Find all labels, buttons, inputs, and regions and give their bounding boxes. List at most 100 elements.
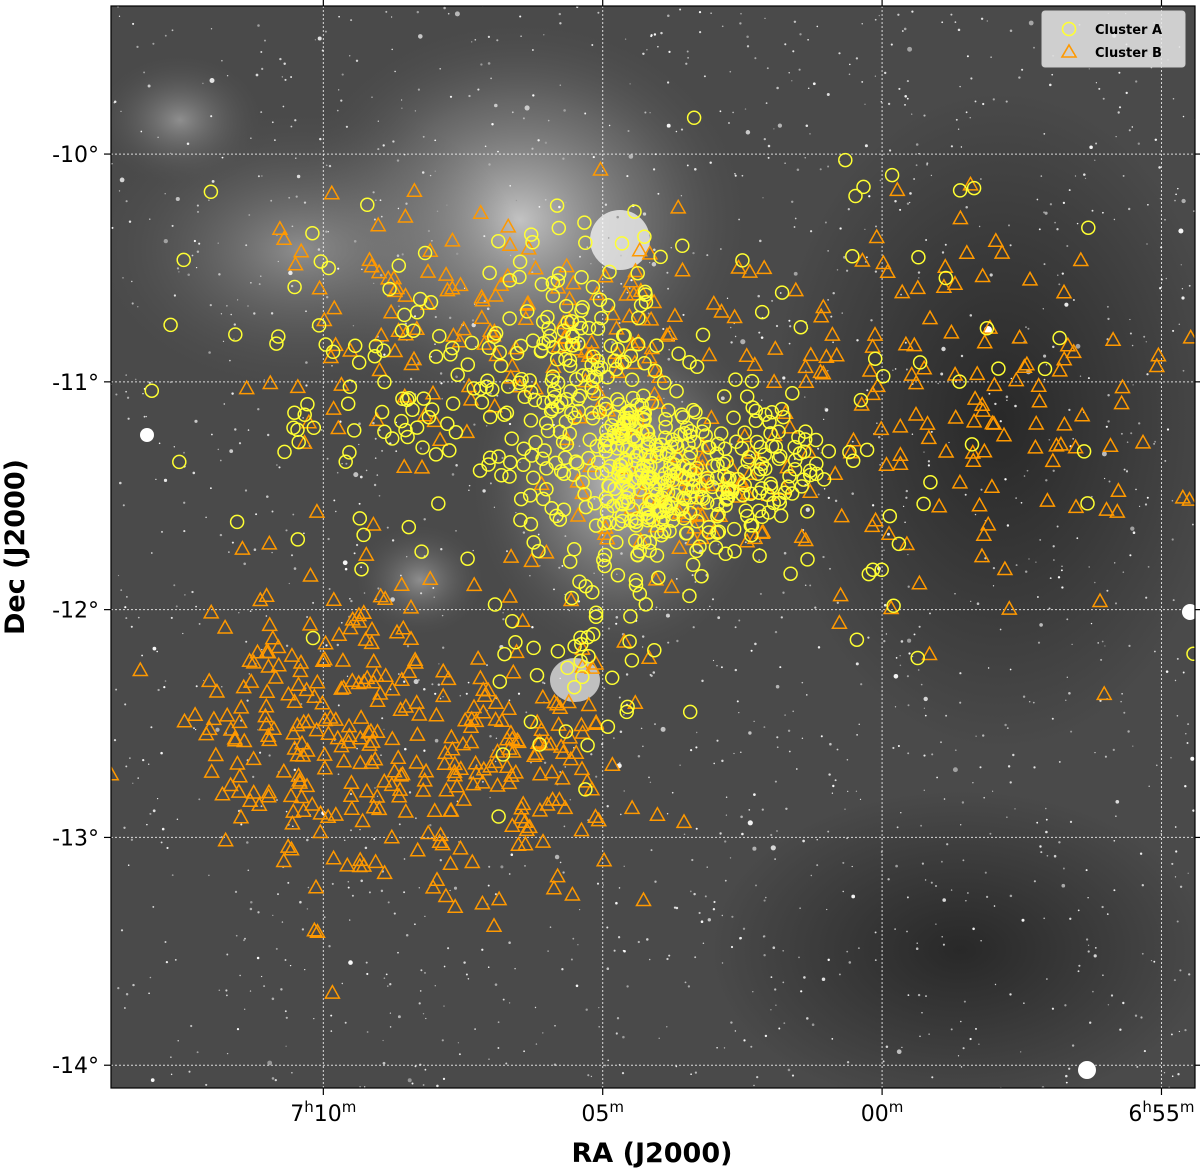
star [644, 111, 647, 114]
star [598, 1025, 601, 1028]
star [508, 941, 511, 944]
star [1122, 174, 1125, 177]
cluster-a-point [762, 414, 777, 430]
star [618, 887, 621, 889]
star [123, 826, 126, 829]
star [436, 210, 439, 212]
cluster-a-point [630, 265, 645, 281]
cluster-a-point [532, 737, 547, 752]
cluster-a-point [774, 401, 790, 417]
star [1175, 193, 1177, 196]
star [440, 382, 443, 385]
star [695, 731, 698, 734]
star [533, 258, 535, 260]
star [1070, 730, 1073, 733]
cluster-a-point [653, 249, 668, 265]
star [738, 218, 740, 221]
star [519, 461, 521, 464]
star [554, 854, 560, 860]
star [928, 1033, 930, 1035]
cluster-a-point [710, 508, 725, 524]
cluster-b-point [440, 670, 457, 686]
star [1032, 701, 1035, 704]
star [923, 114, 926, 117]
star [646, 49, 648, 51]
star [115, 393, 118, 396]
star [812, 82, 816, 86]
star [629, 83, 631, 85]
star [901, 30, 904, 32]
star [999, 628, 1002, 631]
cluster-b-point [293, 734, 311, 750]
star [500, 865, 504, 869]
star [721, 25, 724, 28]
cluster-a-point [412, 291, 428, 307]
cluster-a-point [776, 409, 791, 425]
star [1021, 918, 1025, 922]
star [764, 17, 766, 19]
star [592, 156, 595, 159]
cluster-b-point [302, 566, 319, 582]
cluster-b-point [517, 835, 534, 851]
star [209, 303, 212, 307]
cluster-b-point [312, 804, 329, 820]
cluster-b-point [812, 307, 830, 323]
star [904, 521, 906, 524]
star [736, 700, 739, 703]
star [648, 958, 651, 961]
cluster-b-point [966, 390, 984, 405]
star [432, 587, 435, 589]
star [1051, 717, 1054, 720]
star [559, 677, 561, 680]
star [734, 335, 737, 338]
star [486, 307, 490, 311]
star [670, 247, 672, 249]
star [783, 551, 787, 555]
star [163, 238, 168, 244]
star [999, 420, 1002, 423]
star [1112, 748, 1115, 752]
star [884, 71, 887, 75]
star [1114, 602, 1118, 605]
star [240, 823, 243, 826]
cluster-a-point [529, 668, 545, 683]
star [1110, 994, 1114, 997]
star [1164, 218, 1166, 221]
star [785, 807, 788, 811]
cluster-b-point [889, 181, 906, 197]
star [1075, 343, 1081, 349]
star [900, 812, 902, 814]
cluster-a-point [499, 405, 515, 421]
cluster-a-point [748, 403, 764, 419]
star [373, 483, 377, 487]
star [424, 915, 426, 918]
star [442, 696, 444, 698]
cluster-a-point [679, 525, 695, 541]
cluster-b-point [500, 774, 518, 790]
star [787, 1068, 791, 1072]
cluster-b-point [781, 418, 799, 434]
cluster-a-point [648, 438, 664, 453]
star [350, 829, 352, 832]
star [822, 555, 825, 559]
cluster-b-point [867, 511, 884, 527]
star [285, 1045, 287, 1047]
cluster-a-point [753, 439, 768, 455]
star [275, 947, 278, 950]
cluster-b-point [280, 685, 297, 701]
star [253, 548, 257, 551]
cluster-b-point [976, 442, 993, 458]
star [281, 921, 284, 923]
star [396, 254, 400, 257]
cluster-b-point [1056, 415, 1073, 431]
star [562, 157, 565, 160]
star [620, 282, 623, 285]
star [579, 255, 581, 258]
star [753, 793, 756, 796]
star [1172, 98, 1175, 100]
star [776, 86, 779, 90]
star [564, 535, 567, 538]
star [455, 252, 459, 256]
cluster-a-point [641, 469, 656, 484]
cluster-a-point [637, 405, 653, 421]
